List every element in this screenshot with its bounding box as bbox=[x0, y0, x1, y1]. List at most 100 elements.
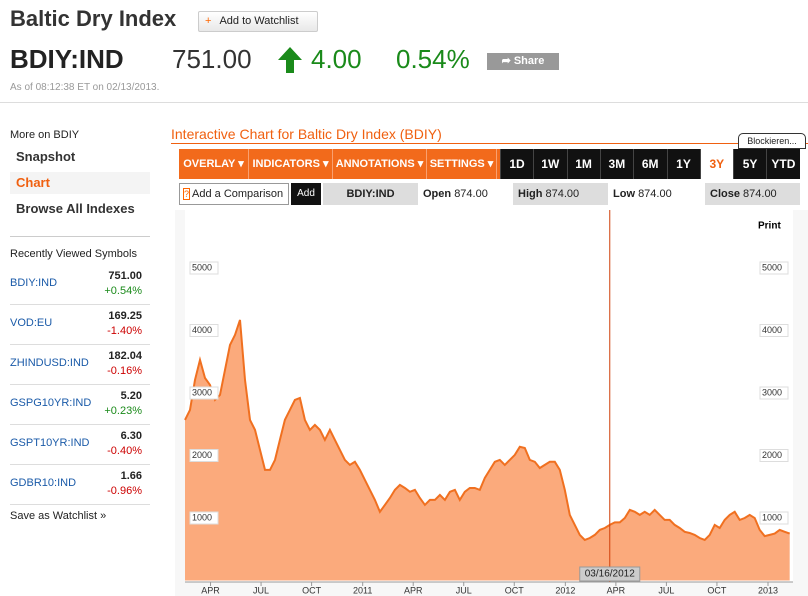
quote-value: 874.00 bbox=[638, 188, 672, 200]
y-tick-box bbox=[759, 511, 789, 525]
area-fill bbox=[185, 319, 790, 581]
recent-symbol[interactable]: ZHINDUSD:IND bbox=[10, 357, 89, 369]
quote-value: 874.00 bbox=[545, 188, 580, 200]
share-button[interactable]: ➦ Share bbox=[487, 53, 559, 70]
x-tick-label: APR bbox=[607, 585, 626, 595]
x-tick-label: JUL bbox=[253, 585, 269, 595]
x-tick-label: 2011 bbox=[353, 585, 372, 595]
range-button[interactable]: 1M bbox=[566, 149, 600, 179]
divider bbox=[10, 384, 150, 385]
quote-value: 874.00 bbox=[743, 188, 777, 200]
range-button[interactable]: 1Y bbox=[666, 149, 700, 179]
x-tick-label: 2013 bbox=[758, 585, 778, 595]
y-tick-label: 4000 bbox=[762, 325, 782, 335]
y-tick-label: 3000 bbox=[762, 387, 782, 397]
y-tick-label: 3000 bbox=[192, 387, 212, 397]
y-tick-label: 1000 bbox=[762, 512, 782, 522]
menu-bar bbox=[179, 149, 500, 179]
page-title: Baltic Dry Index bbox=[10, 6, 177, 31]
menu-label: OVERLAY bbox=[183, 158, 236, 170]
save-watchlist[interactable]: Save as Watchlist » bbox=[10, 510, 107, 522]
sidebar-link[interactable]: Chart bbox=[10, 172, 150, 194]
x-tick-label: OCT bbox=[302, 585, 322, 595]
menu-label: SETTINGS bbox=[429, 158, 485, 170]
crosshair-box bbox=[579, 566, 641, 582]
sidebar-link[interactable]: Snapshot bbox=[16, 149, 76, 164]
x-tick-label: OCT bbox=[707, 585, 727, 595]
y-tick-box bbox=[759, 386, 789, 400]
panel-title: Interactive Chart for Baltic Dry Index (… bbox=[171, 126, 442, 142]
divider bbox=[10, 304, 150, 305]
area-line bbox=[184, 319, 791, 542]
recent-price: 751.00 bbox=[108, 270, 142, 282]
y-tick-label: 1000 bbox=[192, 512, 212, 522]
y-tick-box bbox=[759, 261, 789, 275]
recent-price: 6.30 bbox=[120, 430, 142, 442]
recent-price: 182.04 bbox=[108, 350, 142, 362]
quote: Low 874.00 bbox=[608, 183, 703, 205]
divider bbox=[10, 236, 150, 237]
y-tick-label: 2000 bbox=[762, 450, 782, 460]
range-button[interactable]: 3Y bbox=[699, 149, 733, 179]
menu-button[interactable]: OVERLAY ▾ bbox=[179, 149, 249, 179]
recent-symbol[interactable]: GDBR10:IND bbox=[10, 477, 77, 489]
divider bbox=[10, 464, 150, 465]
x-tick-label: APR bbox=[201, 585, 220, 595]
range-button[interactable]: 5Y bbox=[733, 149, 766, 179]
recent-price: 169.25 bbox=[108, 310, 142, 322]
quote-label: Low bbox=[613, 188, 635, 200]
x-tick-label: JUL bbox=[658, 585, 674, 595]
blocker[interactable]: Blockieren... bbox=[738, 133, 806, 149]
compare-input[interactable]: ? Add a Comparison bbox=[179, 183, 289, 205]
quote-label: Close bbox=[710, 188, 740, 200]
recent-symbol[interactable]: VOD:EU bbox=[10, 317, 53, 329]
menu-button[interactable]: SETTINGS ▾ bbox=[427, 149, 497, 179]
y-tick-label: 2000 bbox=[192, 450, 212, 460]
quote-label: Open bbox=[423, 188, 452, 200]
recent-symbol[interactable]: GSPG10YR:IND bbox=[10, 397, 92, 409]
range-button[interactable]: 1W bbox=[533, 149, 566, 179]
y-tick-box bbox=[189, 449, 219, 462]
range-button[interactable]: 3M bbox=[599, 149, 633, 179]
watchlist-button[interactable]: + Add to Watchlist bbox=[198, 11, 318, 32]
recent-heading: Recently Viewed Symbols bbox=[10, 248, 137, 260]
y-tick-box bbox=[189, 261, 219, 275]
share-label: Share bbox=[513, 55, 545, 67]
change: 4.00 bbox=[311, 44, 362, 74]
quote-label: High bbox=[518, 188, 543, 200]
divider bbox=[0, 102, 808, 103]
recent-symbol[interactable]: BDIY:IND bbox=[10, 277, 58, 289]
symbol: BDIY:IND bbox=[10, 44, 124, 74]
y-tick-label: 4000 bbox=[192, 325, 212, 335]
quote-symbol: BDIY:IND bbox=[323, 183, 418, 205]
menu-button[interactable]: ANNOTATIONS ▾ bbox=[333, 149, 427, 179]
quote: Close 874.00 bbox=[705, 183, 800, 205]
divider bbox=[10, 504, 150, 505]
print-link[interactable]: Print bbox=[758, 221, 781, 232]
quote: Open 874.00 bbox=[418, 183, 513, 205]
save-label: Save as Watchlist bbox=[10, 510, 98, 522]
price: 751.00 bbox=[172, 44, 252, 74]
menu-button[interactable]: INDICATORS ▾ bbox=[249, 149, 333, 179]
range-button[interactable]: 1D bbox=[500, 149, 533, 179]
menu-label: ANNOTATIONS bbox=[335, 158, 415, 170]
divider bbox=[10, 344, 150, 345]
range-button[interactable]: 6M bbox=[633, 149, 666, 179]
recent-symbol[interactable]: GSPT10YR:IND bbox=[10, 437, 90, 449]
recent-change: -1.40% bbox=[107, 325, 142, 337]
recent-change: -0.96% bbox=[107, 485, 142, 497]
compare-label: Add a Comparison bbox=[192, 188, 284, 200]
panel-rule bbox=[171, 143, 808, 144]
watchlist-label: Add to Watchlist bbox=[219, 15, 299, 27]
menu-label: INDICATORS bbox=[252, 158, 320, 170]
divider bbox=[10, 424, 150, 425]
up-arrow bbox=[278, 47, 302, 73]
range-button[interactable]: YTD bbox=[766, 149, 799, 179]
sidebar-heading: More on BDIY bbox=[10, 129, 80, 141]
y-tick-box bbox=[189, 386, 219, 400]
x-tick-label: APR bbox=[404, 585, 423, 595]
recent-price: 1.66 bbox=[120, 470, 142, 482]
sidebar-link[interactable]: Browse All Indexes bbox=[16, 201, 135, 216]
add-button[interactable]: Add bbox=[291, 183, 321, 205]
